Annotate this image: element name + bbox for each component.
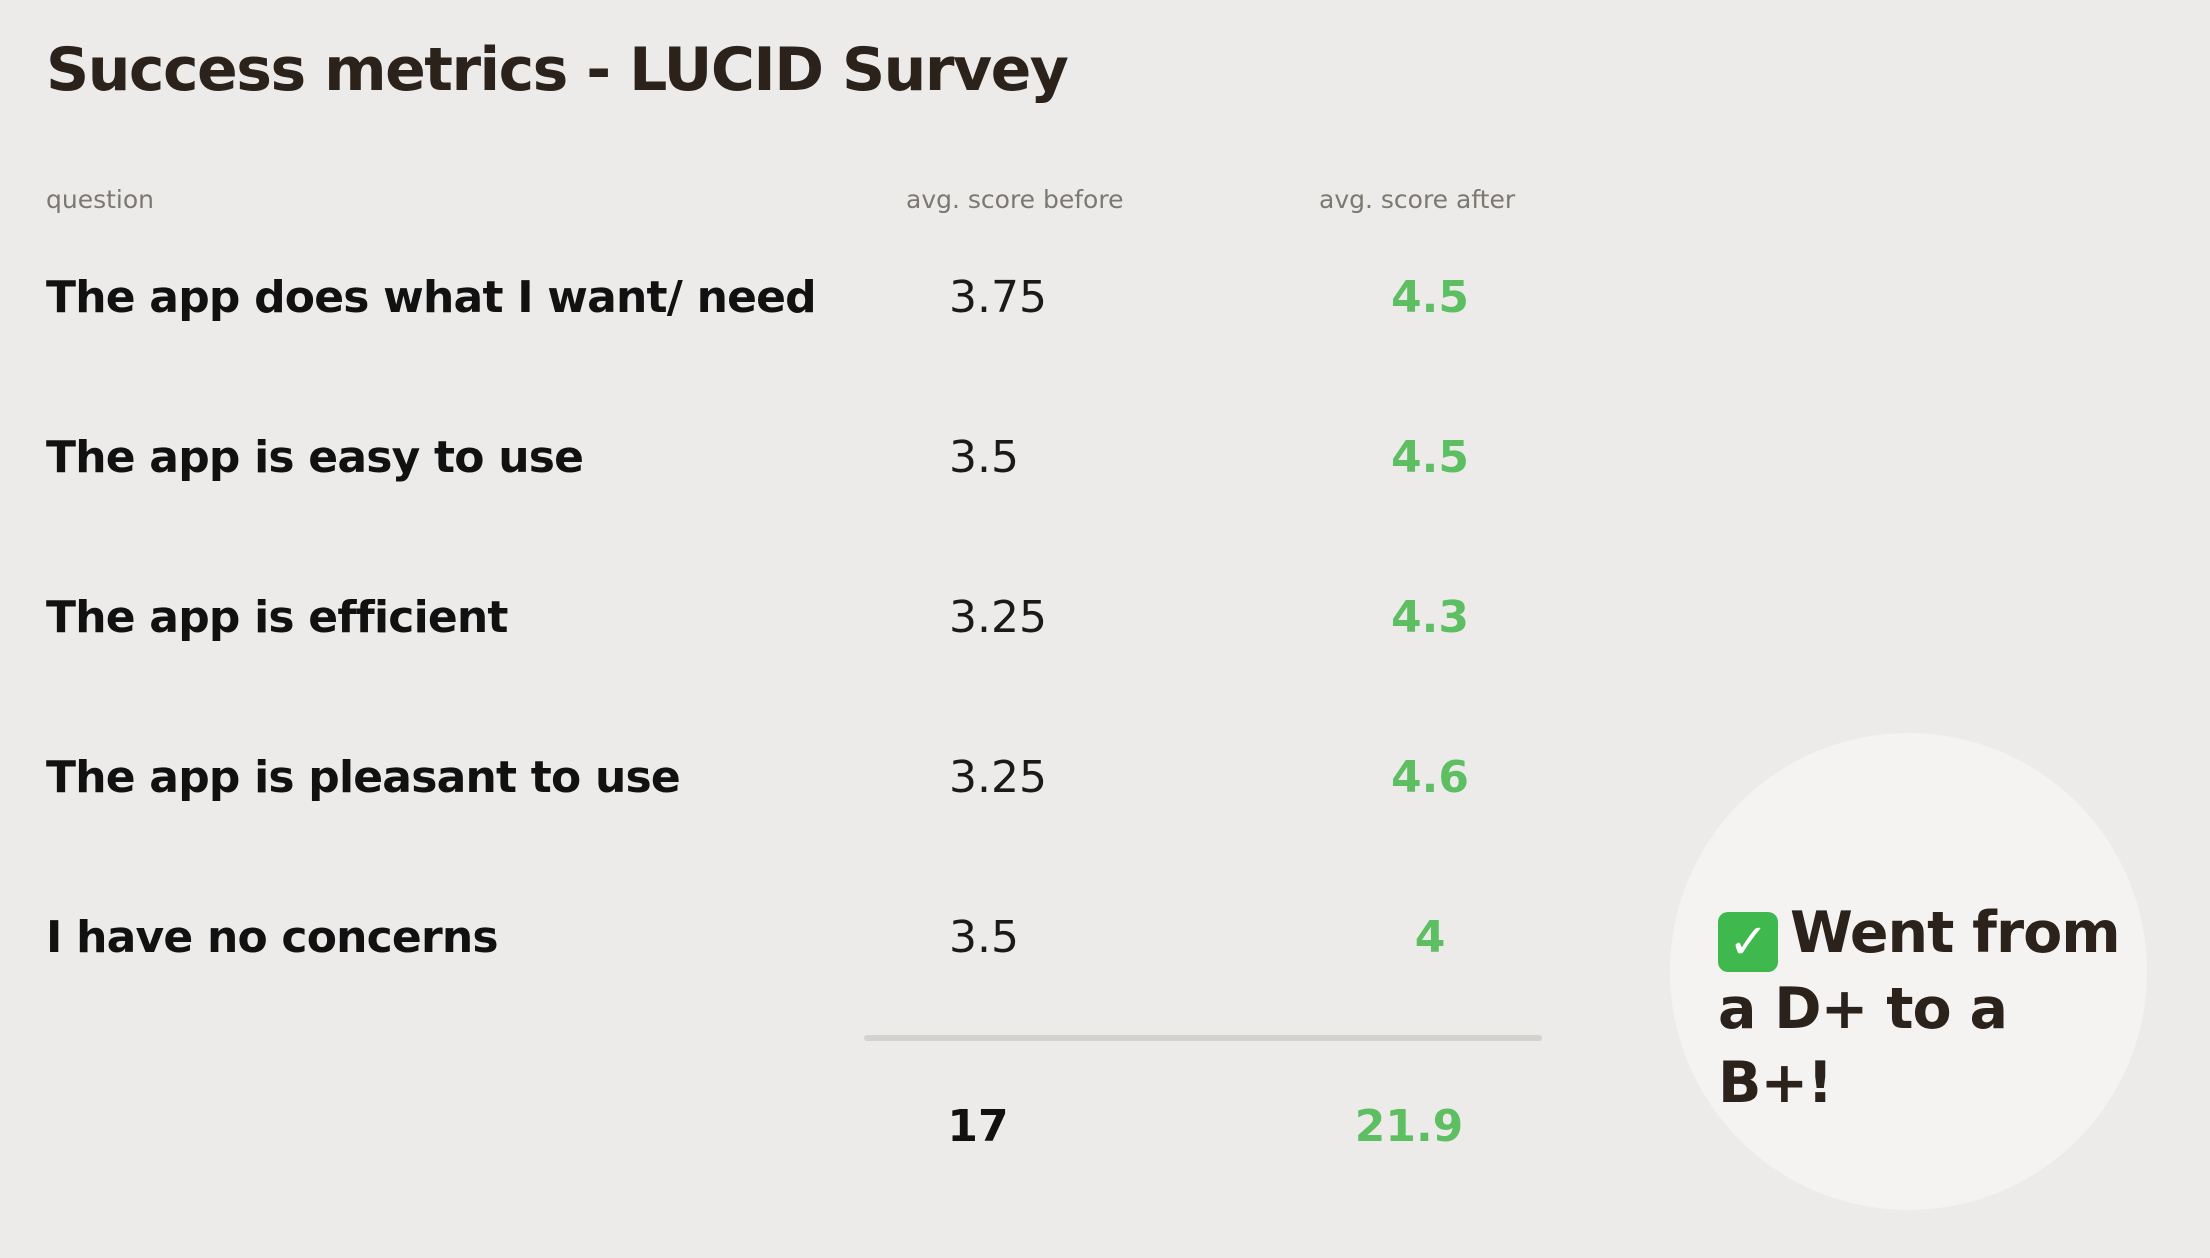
total-score-after: 21.9: [1354, 1101, 1464, 1152]
score-after: 4.5: [1391, 272, 1469, 323]
question-text: The app is efficient: [46, 592, 508, 643]
callout-message: ✓ Went from a D+ to a B+!: [1718, 896, 2138, 1120]
table-row: The app is pleasant to use 3.25 4.6: [0, 743, 1600, 813]
table-row: The app is efficient 3.25 4.3: [0, 583, 1600, 653]
table-row: The app is easy to use 3.5 4.5: [0, 423, 1600, 493]
score-before: 3.25: [949, 592, 1047, 643]
score-after: 4: [1414, 912, 1446, 963]
score-before: 3.5: [949, 432, 1019, 483]
score-after: 4.5: [1391, 432, 1469, 483]
score-after: 4.3: [1391, 592, 1469, 643]
column-header-score-after: avg. score after: [1319, 185, 1516, 214]
score-before: 3.25: [949, 752, 1047, 803]
total-score-before: 17: [947, 1101, 1009, 1152]
question-text: I have no concerns: [46, 912, 499, 963]
column-header-score-before: avg. score before: [906, 185, 1124, 214]
page-title: Success metrics - LUCID Survey: [46, 35, 1069, 105]
check-mark-icon: ✓: [1718, 912, 1778, 972]
score-before: 3.5: [949, 912, 1019, 963]
score-after: 4.6: [1391, 752, 1469, 803]
column-header-question: question: [46, 185, 155, 214]
question-text: The app is easy to use: [46, 432, 584, 483]
score-before: 3.75: [949, 272, 1047, 323]
table-row: I have no concerns 3.5 4: [0, 903, 1600, 973]
question-text: The app is pleasant to use: [46, 752, 681, 803]
totals-divider: [864, 1035, 1542, 1041]
callout-text: Went from a D+ to a B+!: [1718, 900, 2121, 1116]
question-text: The app does what I want/ need: [46, 272, 817, 323]
table-row: The app does what I want/ need 3.75 4.5: [0, 263, 1600, 333]
